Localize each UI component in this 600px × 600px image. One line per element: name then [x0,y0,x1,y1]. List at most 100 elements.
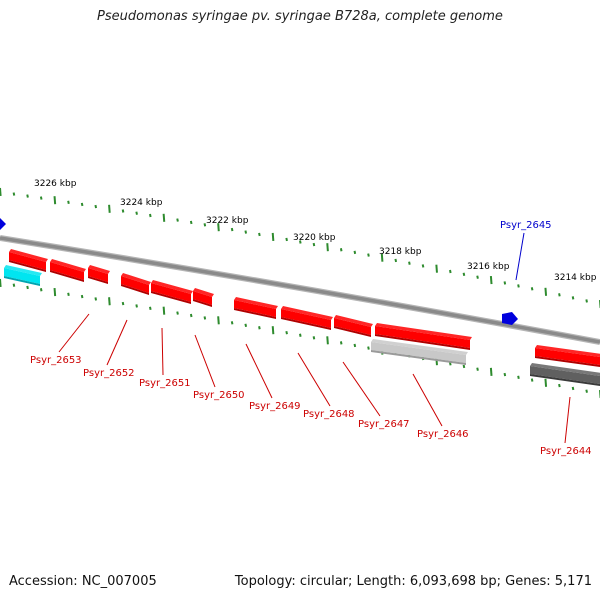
gene-label[interactable]: Psyr_2645 [500,220,552,231]
scale-tick-bottom-minor [189,313,193,318]
scale-tick-top-minor [312,242,316,247]
gene-label-leader [58,313,90,353]
gene-block [535,345,600,367]
gene-block [281,306,333,330]
gene-block [151,280,193,304]
map-title: Pseudomonas syringae pv. syringae B728a,… [97,9,503,24]
gene-label[interactable]: Psyr_2644 [540,446,592,457]
scale-tick-top-minor [585,299,588,303]
gene-label[interactable]: Psyr_2648 [303,409,355,420]
scale-tick-top-minor [558,293,561,297]
scale-tick-top-minor [80,202,84,207]
scale-tick-bottom-minor [149,306,152,311]
scale-tick-top-minor [530,287,534,291]
scale-tick-bottom-minor [94,297,98,301]
scale-tick-top-minor [176,218,179,222]
scale-tick-top-minor [421,264,425,268]
scale-tick-top-minor [299,240,302,244]
accession-text: Accession: NC_007005 [9,574,157,589]
gene-label[interactable]: Psyr_2652 [83,368,135,379]
scale-tick-top-minor [462,272,466,277]
scale-tick-top-minor [517,284,520,288]
scale-tick-bottom-minor [176,311,179,315]
gene-label[interactable]: Psyr_2649 [249,401,301,412]
gene-label-leader [194,334,216,388]
scale-tick-top-minor [571,296,575,300]
gene-label-leader [106,319,128,366]
scale-tick-top-major [380,253,384,262]
scale-label: 3220 kbp [293,233,336,243]
marker-left [0,218,6,230]
scale-tick-top-minor [339,248,343,252]
scale-tick-top-minor [39,196,43,200]
scale-tick-top-minor [408,261,411,265]
scale-tick-bottom-minor [230,321,234,325]
scale-tick-bottom-minor [299,333,302,337]
rna-gene-block [4,265,42,286]
scale-tick-top-minor [121,209,125,213]
scale-tick-top-major [489,275,493,285]
scale-tick-top-minor [12,192,16,196]
gene-block [9,249,48,272]
gene-label-leader [245,343,273,399]
scale-tick-bottom-major [217,316,220,325]
scale-tick-bottom-minor [462,364,466,369]
gene-label[interactable]: Psyr_2653 [30,355,82,366]
scale-tick-bottom-minor [135,304,138,308]
scale-tick-top-minor [94,204,98,209]
scale-tick-bottom-minor [585,389,588,393]
scale-label: 3226 kbp [34,179,77,189]
scale-tick-bottom-minor [367,346,370,350]
gene-label-leader [564,396,571,444]
gene-label-leader [412,373,443,427]
scale-tick-top-minor [353,250,357,255]
gene-block [334,315,373,337]
scale-tick-bottom-minor [203,316,207,320]
scale-tick-bottom-minor [503,372,507,377]
gene-label[interactable]: Psyr_2650 [193,390,245,401]
scale-tick-bottom-minor [530,378,534,382]
scale-tick-top-minor [135,211,138,215]
scale-tick-bottom-minor [558,383,561,388]
gene-block-grey [371,339,468,365]
scale-tick-bottom-minor [39,288,43,292]
scale-tick-bottom-major [489,367,493,376]
gene-block [234,297,278,319]
gene-label-leader [161,327,164,376]
genome-backbone [0,236,600,344]
scale-tick-top-major [53,196,57,205]
scale-tick-bottom-major [0,278,2,288]
scale-tick-bottom-minor [12,283,16,287]
gene-label[interactable]: Psyr_2647 [358,419,410,430]
marker-psyr-2645 [502,312,518,325]
gene-block [50,259,86,282]
scale-tick-top-major [0,187,2,197]
gene-block-dark [530,363,600,386]
scale-tick-top-minor [449,269,452,274]
scale-tick-bottom-major [162,306,166,315]
scale-tick-top-minor [244,230,248,234]
scale-tick-top-minor [394,258,398,263]
scale-tick-bottom-major [53,287,57,297]
gene-block [88,265,110,284]
scale-tick-bottom-major [271,326,275,335]
scale-tick-top-major [326,243,329,252]
gene-label-leader [297,352,331,407]
scale-label: 3218 kbp [379,247,422,257]
scale-tick-top-minor [476,275,479,279]
scale-label: 3216 kbp [467,262,510,272]
scale-label: 3222 kbp [206,216,249,226]
gene-label[interactable]: Psyr_2646 [417,429,469,440]
scale-tick-top-major [544,287,548,296]
scale-tick-bottom-minor [121,301,125,306]
scale-tick-top-major [162,213,166,222]
scale-tick-top-minor [367,253,370,257]
gene-label[interactable]: Psyr_2651 [139,378,191,389]
scale-tick-top-minor [189,220,193,225]
scale-tick-bottom-minor [353,343,357,348]
scale-tick-top-minor [230,227,234,232]
scale-tick-bottom-minor [571,386,575,391]
gene-block [193,288,214,307]
scale-tick-bottom-minor [244,323,248,327]
